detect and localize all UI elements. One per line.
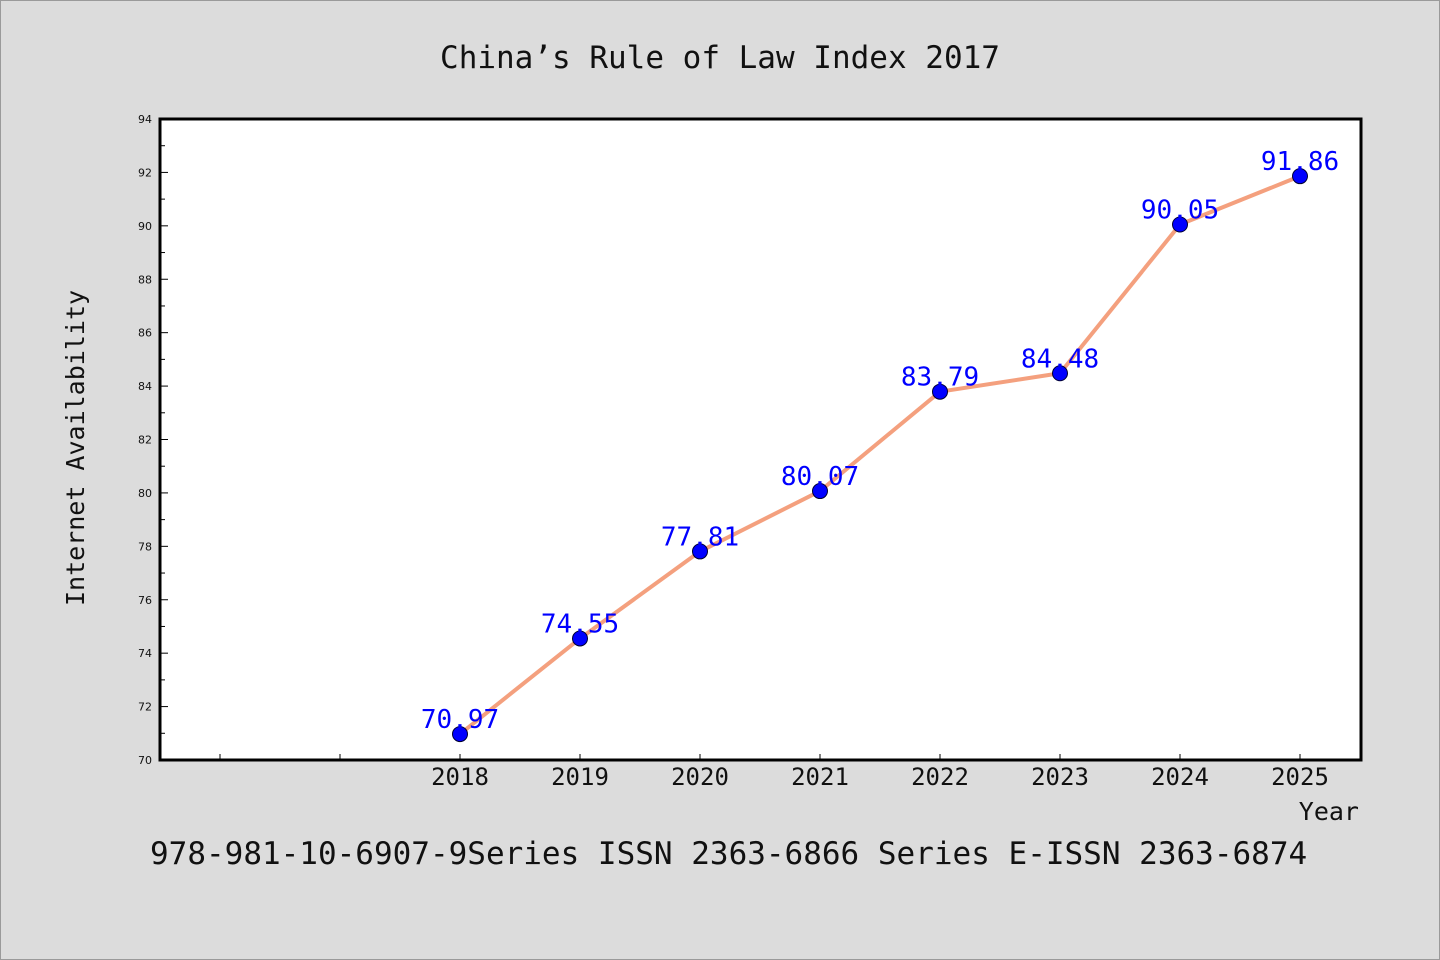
- data-label: 74.55: [541, 609, 619, 639]
- x-tick-label: 2022: [911, 763, 969, 791]
- x-tick-label: 2018: [431, 763, 489, 791]
- y-tick-label: 82: [138, 434, 152, 447]
- data-point: [1292, 168, 1308, 185]
- y-tick-label: 86: [138, 327, 152, 340]
- data-point: [692, 543, 708, 560]
- x-tick-label: 2023: [1031, 763, 1089, 791]
- y-tick-label: 74: [138, 647, 152, 660]
- y-tick-label: 92: [138, 166, 152, 179]
- data-labels: 70.97 74.55 77.81 80.07 83.79 84.48 90.05 91.86: [421, 147, 1339, 735]
- x-tick-label: 2021: [791, 763, 849, 791]
- data-point: [572, 630, 588, 647]
- x-axis-title: Year: [1299, 797, 1359, 826]
- y-tick-label: 84: [138, 380, 152, 393]
- data-point: [932, 383, 948, 400]
- data-label: 83.79: [901, 363, 979, 393]
- data-point: [452, 726, 468, 743]
- data-label: 90.05: [1141, 195, 1219, 225]
- series-line: [458, 174, 1302, 737]
- y-axis: 70 72 74 76 78 80 82 84 86 88 90 92 94: [138, 113, 168, 767]
- y-tick-label: 88: [138, 273, 152, 286]
- data-markers: [452, 168, 1308, 743]
- y-tick-label: 94: [138, 113, 152, 126]
- series-line-group: [458, 174, 1302, 737]
- y-tick-label: 78: [138, 540, 152, 553]
- data-label: 77.81: [661, 522, 739, 552]
- y-tick-label: 72: [138, 701, 152, 714]
- x-tick-label: 2024: [1151, 763, 1209, 791]
- data-point: [812, 483, 828, 500]
- y-tick-label: 80: [138, 487, 152, 500]
- data-point: [1172, 216, 1188, 233]
- data-point: [1052, 365, 1068, 382]
- caption-text: 978-981-10-6907-9Series ISSN 2363-6866 S…: [150, 836, 1307, 872]
- data-label: 80.07: [781, 462, 859, 492]
- x-tick-label: 2020: [671, 763, 729, 791]
- x-tick-label: 2025: [1271, 763, 1329, 791]
- y-tick-label: 70: [138, 754, 152, 767]
- data-label: 70.97: [421, 705, 499, 735]
- x-tick-label: 2019: [551, 763, 609, 791]
- data-label: 84.48: [1021, 344, 1099, 374]
- plot-area: [158, 117, 1363, 762]
- x-axis: 2018 2019 2020 2021 2022 2023 2024 2025: [219, 754, 1329, 791]
- chart-title: China’s Rule of Law Index 2017: [440, 40, 1000, 76]
- data-label: 91.86: [1261, 147, 1339, 177]
- y-tick-label: 76: [138, 594, 152, 607]
- y-tick-label: 90: [138, 220, 152, 233]
- y-axis-title: Internet Availability: [61, 290, 90, 606]
